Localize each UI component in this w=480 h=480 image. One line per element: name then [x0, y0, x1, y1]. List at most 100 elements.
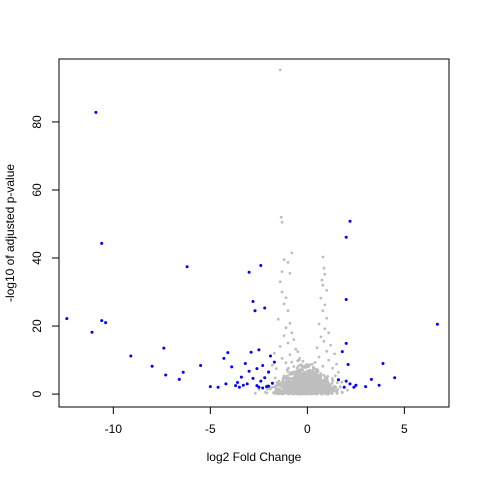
- data-point-not-significant: [314, 382, 317, 385]
- data-point-not-significant: [289, 353, 292, 356]
- data-point-not-significant: [281, 291, 284, 294]
- data-point-not-significant: [297, 365, 300, 368]
- data-point-not-significant: [271, 364, 274, 367]
- data-point-significant: [341, 350, 344, 353]
- data-point-not-significant: [346, 389, 349, 392]
- data-point-not-significant: [303, 365, 306, 368]
- data-point-not-significant: [316, 375, 319, 378]
- data-point-not-significant: [325, 289, 328, 292]
- data-point-not-significant: [336, 390, 339, 393]
- x-tick-label: -10: [105, 422, 123, 436]
- data-point-significant: [269, 355, 272, 358]
- data-point-not-significant: [294, 348, 297, 351]
- data-point-significant: [343, 386, 346, 389]
- data-point-not-significant: [282, 392, 285, 395]
- data-point-not-significant: [329, 344, 332, 347]
- data-point-not-significant: [283, 375, 286, 378]
- data-point-not-significant: [276, 381, 279, 384]
- data-point-not-significant: [287, 370, 290, 373]
- data-point-not-significant: [307, 376, 310, 379]
- data-point-not-significant: [283, 258, 286, 261]
- data-point-not-significant: [324, 387, 327, 390]
- data-point-not-significant: [306, 370, 309, 373]
- data-point-not-significant: [287, 342, 290, 345]
- data-point-not-significant: [336, 381, 339, 384]
- data-point-significant: [345, 342, 348, 345]
- data-point-not-significant: [279, 345, 282, 348]
- data-point-not-significant: [318, 387, 321, 390]
- data-point-not-significant: [313, 377, 316, 380]
- data-point-significant: [352, 386, 355, 389]
- data-point-not-significant: [299, 385, 302, 388]
- data-point-not-significant: [281, 270, 284, 273]
- data-point-not-significant: [275, 367, 278, 370]
- data-point-not-significant: [322, 391, 325, 394]
- data-point-significant: [252, 300, 255, 303]
- data-point-significant: [240, 376, 243, 379]
- data-point-not-significant: [289, 322, 292, 325]
- y-tick-label: 20: [30, 319, 44, 333]
- x-tick-label: 5: [401, 422, 408, 436]
- data-point-significant: [261, 364, 264, 367]
- x-axis-label: log2 Fold Change: [207, 450, 302, 464]
- data-point-significant: [178, 378, 181, 381]
- y-axis-label: -log10 of adjusted p-value: [3, 164, 17, 302]
- data-point-not-significant: [341, 391, 344, 394]
- data-point-not-significant: [292, 388, 295, 391]
- data-point-not-significant: [292, 372, 295, 375]
- data-point-not-significant: [281, 380, 284, 383]
- data-point-significant: [248, 271, 251, 274]
- data-point-not-significant: [264, 391, 267, 394]
- data-point-not-significant: [299, 393, 302, 396]
- data-point-significant: [263, 376, 266, 379]
- data-point-significant: [242, 384, 245, 387]
- data-point-not-significant: [319, 378, 322, 381]
- data-point-not-significant: [323, 273, 326, 276]
- data-point-not-significant: [281, 357, 284, 360]
- data-point-not-significant: [277, 384, 280, 387]
- data-point-not-significant: [290, 331, 293, 334]
- data-point-not-significant: [293, 377, 296, 380]
- data-point-not-significant: [290, 252, 293, 255]
- data-point-significant: [345, 236, 348, 239]
- data-point-significant: [250, 351, 253, 354]
- data-point-not-significant: [279, 69, 282, 72]
- data-point-not-significant: [296, 350, 299, 353]
- data-point-not-significant: [286, 375, 289, 378]
- data-point-not-significant: [296, 384, 299, 387]
- data-point-not-significant: [305, 392, 308, 395]
- data-point-significant: [263, 307, 266, 310]
- data-point-significant: [255, 367, 258, 370]
- data-point-not-significant: [290, 361, 293, 364]
- data-point-not-significant: [340, 381, 343, 384]
- data-point-not-significant: [318, 356, 321, 359]
- data-point-not-significant: [316, 346, 319, 349]
- data-point-not-significant: [303, 381, 306, 384]
- data-point-not-significant: [273, 352, 276, 355]
- data-point-not-significant: [327, 331, 330, 334]
- data-point-significant: [104, 321, 107, 324]
- data-point-not-significant: [302, 385, 305, 388]
- data-point-not-significant: [301, 375, 304, 378]
- data-point-not-significant: [285, 296, 288, 299]
- y-tick-label: 0: [30, 390, 44, 397]
- data-point-significant: [252, 377, 255, 380]
- data-point-not-significant: [335, 363, 338, 366]
- data-point-significant: [364, 385, 367, 388]
- x-tick-label: -5: [205, 422, 216, 436]
- data-point-not-significant: [290, 372, 293, 375]
- data-point-significant: [337, 378, 340, 381]
- data-point-not-significant: [321, 279, 324, 282]
- data-point-not-significant: [281, 221, 284, 224]
- data-point-not-significant: [304, 375, 307, 378]
- data-point-not-significant: [288, 380, 291, 383]
- data-point-significant: [271, 382, 274, 385]
- y-tick-label: 80: [30, 115, 44, 129]
- data-point-not-significant: [287, 261, 290, 264]
- data-point-not-significant: [337, 371, 340, 374]
- data-point-not-significant: [274, 384, 277, 387]
- data-point-not-significant: [319, 383, 322, 386]
- data-point-significant: [226, 351, 229, 354]
- data-point-not-significant: [325, 350, 328, 353]
